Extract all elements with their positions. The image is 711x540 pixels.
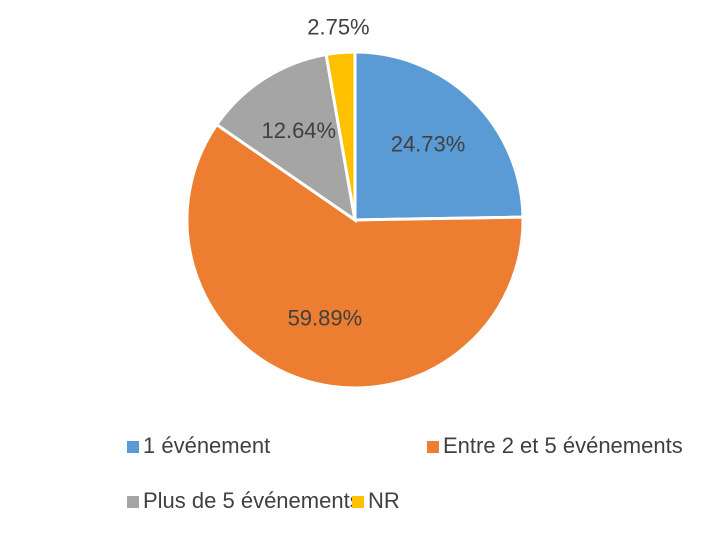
data-label: 12.64%	[261, 118, 336, 143]
legend-swatch	[127, 496, 139, 508]
data-label: 24.73%	[391, 132, 466, 157]
legend-label: Entre 2 et 5 événements	[443, 433, 683, 458]
pie-slice	[324, 50, 357, 221]
legend-label: 1 événement	[143, 433, 270, 458]
pie-slice	[185, 122, 525, 390]
legend-label: Plus de 5 événements	[143, 488, 361, 513]
pie-slice	[353, 50, 525, 222]
legend-swatch	[352, 496, 364, 508]
legend-swatch	[427, 441, 439, 453]
legend-label: NR	[368, 488, 400, 513]
legend-swatch	[127, 441, 139, 453]
data-label: 2.75%	[307, 15, 369, 40]
data-label: 59.89%	[288, 306, 363, 331]
pie-slice	[214, 52, 358, 224]
